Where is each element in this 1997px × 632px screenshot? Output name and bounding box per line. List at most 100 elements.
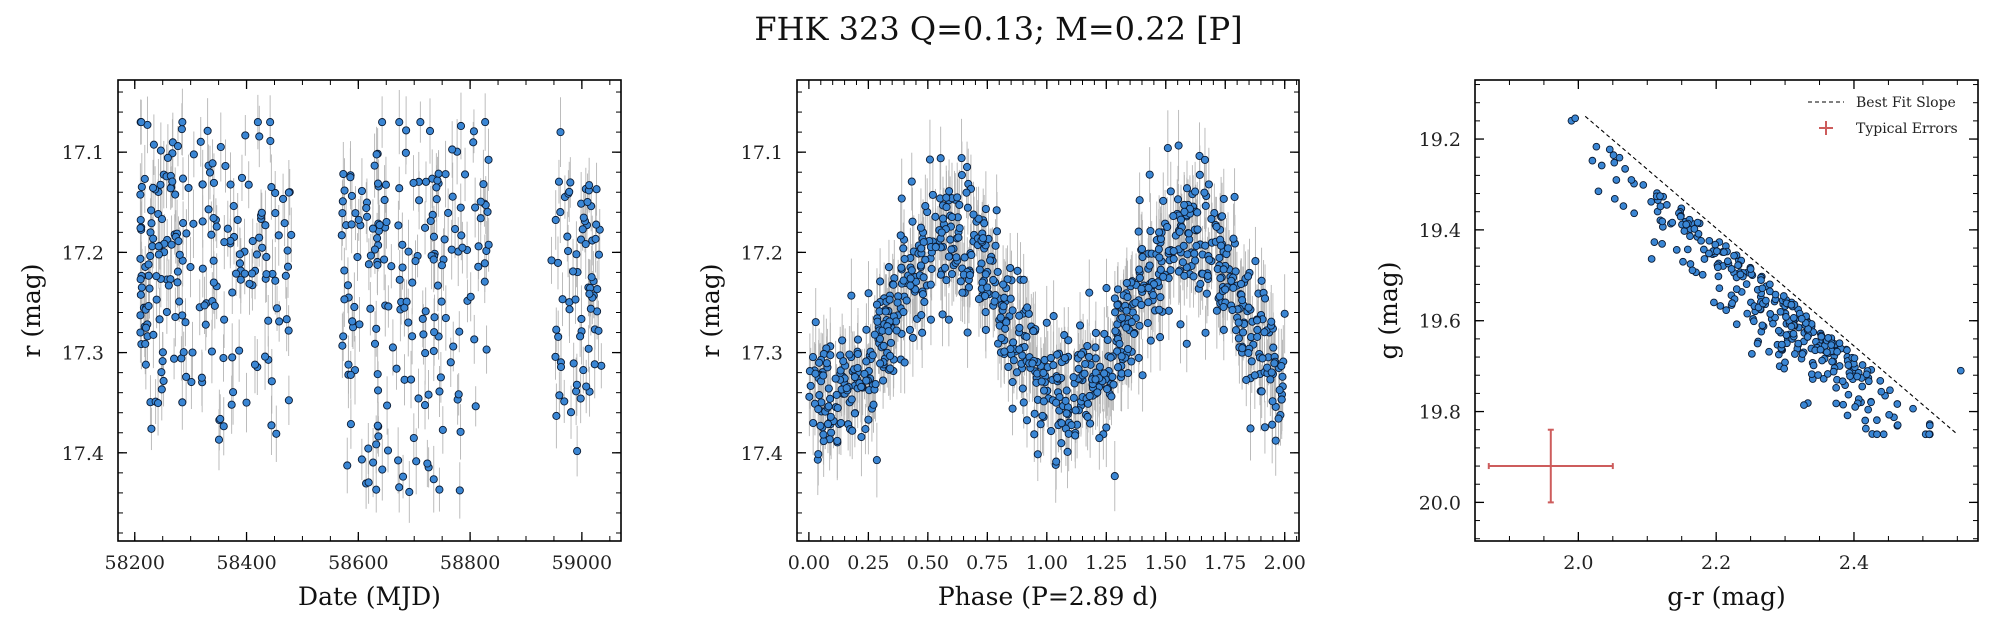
data-point	[272, 304, 282, 313]
data-point	[212, 222, 221, 231]
data-point	[808, 353, 818, 362]
data-point	[1071, 431, 1080, 440]
data-point	[1006, 263, 1015, 273]
data-point	[1267, 317, 1276, 326]
data-point	[1280, 309, 1289, 318]
data-point	[189, 150, 198, 159]
data-point	[261, 352, 270, 361]
data-point	[1728, 299, 1736, 308]
data-point	[819, 371, 828, 380]
data-point	[1714, 263, 1722, 272]
data-point	[1134, 227, 1143, 236]
data-point	[1244, 272, 1253, 281]
data-point	[1169, 247, 1178, 256]
data-point	[832, 390, 841, 399]
data-point	[1877, 387, 1886, 396]
data-point	[1228, 305, 1237, 315]
data-point	[963, 328, 972, 337]
data-point	[404, 247, 413, 256]
axes-frame	[1474, 79, 1979, 542]
data-point	[267, 377, 276, 386]
data-point	[565, 305, 574, 314]
data-point	[1085, 352, 1094, 361]
data-point	[149, 234, 158, 243]
data-point	[1828, 357, 1836, 366]
data-point	[1155, 305, 1164, 314]
data-point	[149, 183, 158, 192]
data-point	[1039, 386, 1049, 395]
data-point	[433, 176, 442, 185]
data-point	[1271, 436, 1280, 445]
x-tick-label: 0.75	[966, 552, 1008, 574]
data-point	[1260, 423, 1269, 432]
data-point	[284, 326, 293, 335]
data-point	[1715, 284, 1724, 293]
data-point	[219, 353, 228, 363]
data-point	[1627, 176, 1636, 184]
data-point	[847, 291, 856, 300]
data-point	[154, 242, 163, 251]
data-point	[964, 283, 973, 292]
data-point	[262, 270, 271, 279]
data-point	[1853, 372, 1861, 381]
data-point	[1787, 300, 1796, 309]
data-point	[586, 304, 595, 313]
panel-lightcurve: 58200 58400 58600 58800 59000 17.1 17.2 17.3 17.…	[17, 79, 622, 611]
data-point	[415, 196, 424, 205]
data-point	[409, 178, 418, 187]
data-point	[816, 421, 825, 430]
data-point	[954, 233, 963, 242]
data-point	[1083, 399, 1093, 408]
data-point	[175, 250, 184, 259]
data-point	[476, 214, 485, 223]
data-point	[167, 240, 176, 249]
data-point	[1212, 306, 1221, 315]
data-point	[219, 422, 228, 431]
data-point	[484, 155, 493, 164]
x-tick-label: 59000	[552, 552, 612, 574]
data-point	[1201, 241, 1210, 250]
data-point	[173, 278, 182, 287]
data-point	[189, 219, 198, 228]
data-point	[921, 202, 930, 211]
data-point	[157, 215, 167, 224]
data-point	[175, 297, 184, 306]
data-point	[1766, 310, 1775, 318]
data-point	[1052, 350, 1062, 359]
data-point	[1109, 380, 1118, 389]
data-point	[136, 215, 145, 225]
data-point	[1081, 359, 1090, 369]
data-point	[981, 270, 990, 279]
data-point	[1219, 194, 1228, 203]
data-point	[174, 237, 183, 246]
data-point	[209, 278, 218, 287]
data-point	[374, 432, 383, 441]
data-point	[947, 212, 957, 222]
data-point	[1069, 373, 1078, 382]
data-point	[1260, 328, 1269, 337]
data-point	[823, 419, 833, 429]
data-point	[1103, 335, 1112, 345]
data-point	[346, 370, 355, 379]
data-point	[1003, 275, 1012, 284]
data-point	[1159, 196, 1168, 205]
data-point	[267, 183, 276, 192]
data-point	[283, 262, 293, 271]
data-point	[1183, 250, 1192, 259]
data-point	[1124, 369, 1133, 378]
data-point	[897, 194, 906, 203]
data-point	[1219, 265, 1228, 274]
data-point	[370, 161, 379, 170]
data-point	[920, 297, 929, 307]
data-point	[1610, 158, 1619, 167]
data-point	[370, 245, 379, 254]
data-point	[1106, 353, 1115, 362]
data-point	[351, 209, 360, 218]
data-point	[805, 392, 814, 401]
data-point	[446, 358, 455, 367]
data-point	[1071, 406, 1080, 415]
data-point	[235, 250, 244, 259]
y-tick-label: 19.4	[1419, 220, 1461, 242]
data-point	[144, 260, 153, 269]
